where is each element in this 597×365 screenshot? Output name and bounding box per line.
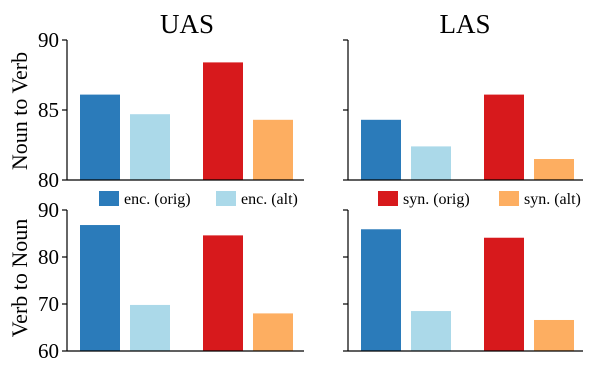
bar-r0c0-syn-alt — [253, 119, 293, 180]
legend-label-enc-orig: enc. (orig) — [124, 191, 191, 208]
bar-r1c1-syn-orig — [484, 237, 524, 351]
bar-r1c0-syn-alt — [253, 313, 293, 351]
column-title-uas: UAS — [160, 9, 214, 39]
tick-label-r0c0-80: 80 — [38, 168, 59, 192]
legend-swatch-enc-orig — [99, 191, 119, 206]
row-label-noun-to-verb: Noun to Verb — [7, 52, 32, 170]
bar-r0c1-enc-orig — [361, 119, 401, 180]
legend-label-enc-alt: enc. (alt) — [241, 191, 298, 208]
bar-r1c1-syn-alt — [534, 319, 574, 351]
bar-r1c1-enc-alt — [411, 311, 451, 351]
tick-label-r1c0-80: 80 — [38, 245, 59, 269]
row-label-verb-to-noun: Verb to Noun — [7, 219, 32, 338]
column-title-las: LAS — [439, 9, 490, 39]
panels: 80 85 90 60 70 80 90 — [38, 28, 583, 363]
legend-label-syn-orig: syn. (orig) — [403, 191, 470, 208]
bar-r0c1-syn-alt — [534, 159, 574, 180]
bar-r0c0-enc-alt — [130, 114, 170, 180]
bar-r0c0-enc-orig — [80, 94, 120, 180]
legend-swatch-enc-alt — [216, 191, 236, 206]
bar-r1c1-enc-orig — [361, 229, 401, 351]
tick-label-r0c0-85: 85 — [38, 98, 59, 122]
bar-r0c1-enc-alt — [411, 146, 451, 180]
legend: enc. (orig) enc. (alt) syn. (orig) syn. … — [99, 191, 581, 208]
tick-label-r1c0-70: 70 — [38, 292, 59, 316]
legend-swatch-syn-orig — [378, 191, 398, 206]
bar-r1c0-enc-alt — [130, 304, 170, 351]
bar-r1c0-enc-orig — [80, 225, 120, 351]
bar-r0c0-syn-orig — [203, 62, 243, 180]
tick-label-r1c0-90: 90 — [38, 198, 59, 222]
bar-r0c1-syn-orig — [484, 94, 524, 180]
tick-label-r0c0-90: 90 — [38, 28, 59, 52]
legend-label-syn-alt: syn. (alt) — [524, 191, 581, 208]
bar-r1c0-syn-orig — [203, 235, 243, 351]
tick-label-r1c0-60: 60 — [38, 339, 59, 363]
legend-swatch-syn-alt — [499, 191, 519, 206]
